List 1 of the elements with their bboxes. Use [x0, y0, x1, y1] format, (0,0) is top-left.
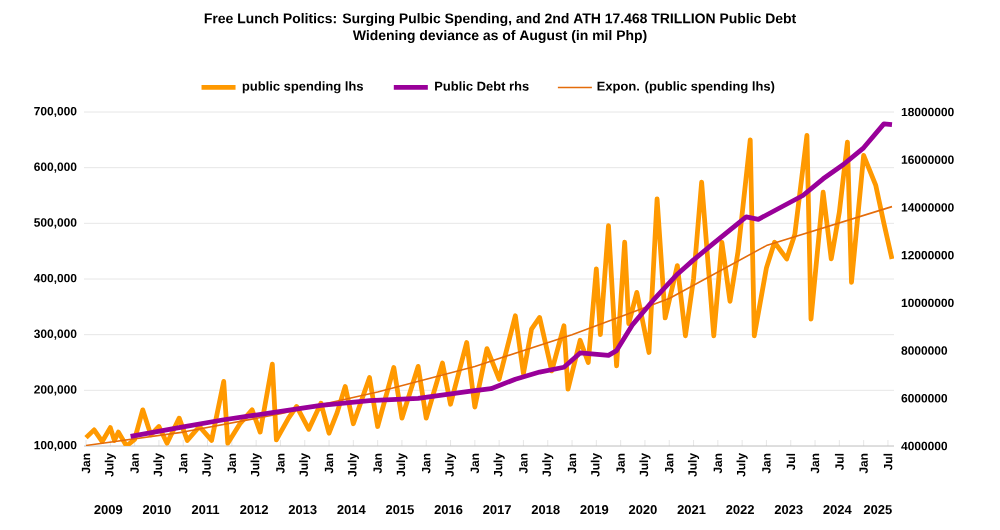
line-series	[85, 205, 893, 446]
